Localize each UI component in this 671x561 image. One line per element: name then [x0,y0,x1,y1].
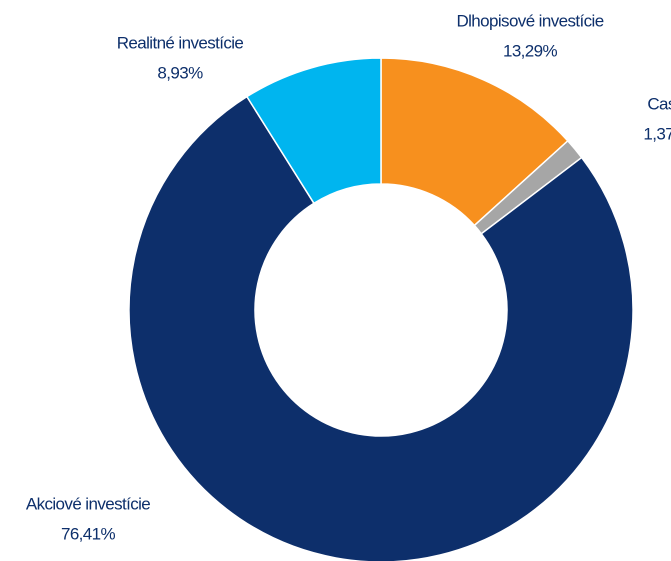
slice-value-label: 13,29% [503,41,558,60]
slice-value-label: 76,41% [61,524,116,543]
donut-slice [245,57,382,205]
slice-value-label: 1,37% [643,124,671,143]
slice-value-label: 8,93% [157,63,203,82]
slice-label: Akciové investície [26,494,150,513]
slice-label: Realitné investície [117,33,244,52]
donut-slice [128,95,634,561]
slice-label: Dlhopisové investície [456,11,603,30]
slice-label: Cash [647,94,671,113]
